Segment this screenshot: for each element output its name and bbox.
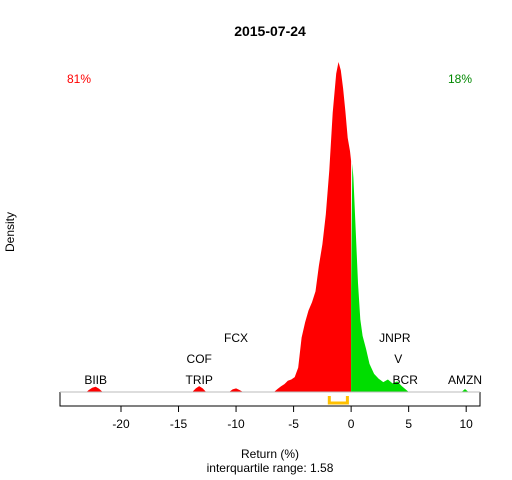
x-tick-label: 5: [405, 417, 412, 431]
x-tick-label: -5: [288, 417, 299, 431]
chart-title: 2015-07-24: [234, 23, 306, 39]
iqr-bracket: [327, 396, 349, 405]
ticker-label: BCR: [393, 373, 419, 387]
iqr-subtitle: interquartile range: 1.58: [207, 461, 334, 475]
y-axis-label: Density: [3, 212, 17, 252]
ticker-label: FCX: [224, 331, 248, 345]
plot-frame: [59, 392, 481, 407]
x-tick-label: -15: [170, 417, 188, 431]
x-axis: -20 -15 -10 -5 0 5 10: [112, 406, 473, 431]
ticker-label: TRIP: [186, 373, 213, 387]
negative-return-density: [86, 62, 352, 392]
x-tick-label: 10: [460, 417, 474, 431]
x-axis-label: Return (%): [241, 447, 299, 461]
x-tick-label: -10: [227, 417, 245, 431]
ticker-label: BIIB: [84, 373, 107, 387]
plot-area: [59, 62, 481, 407]
ticker-annotations: BIIB TRIP COF FCX BCR V JNPR AMZN: [84, 331, 482, 387]
positive-return-density: [351, 163, 469, 392]
ticker-label: V: [394, 352, 402, 366]
negative-share-label: 81%: [67, 72, 91, 86]
positive-share-label: 18%: [448, 72, 472, 86]
x-tick-label: -20: [112, 417, 130, 431]
ticker-label: JNPR: [379, 331, 411, 345]
ticker-label: AMZN: [448, 373, 482, 387]
ticker-label: COF: [187, 352, 212, 366]
x-tick-label: 0: [348, 417, 355, 431]
